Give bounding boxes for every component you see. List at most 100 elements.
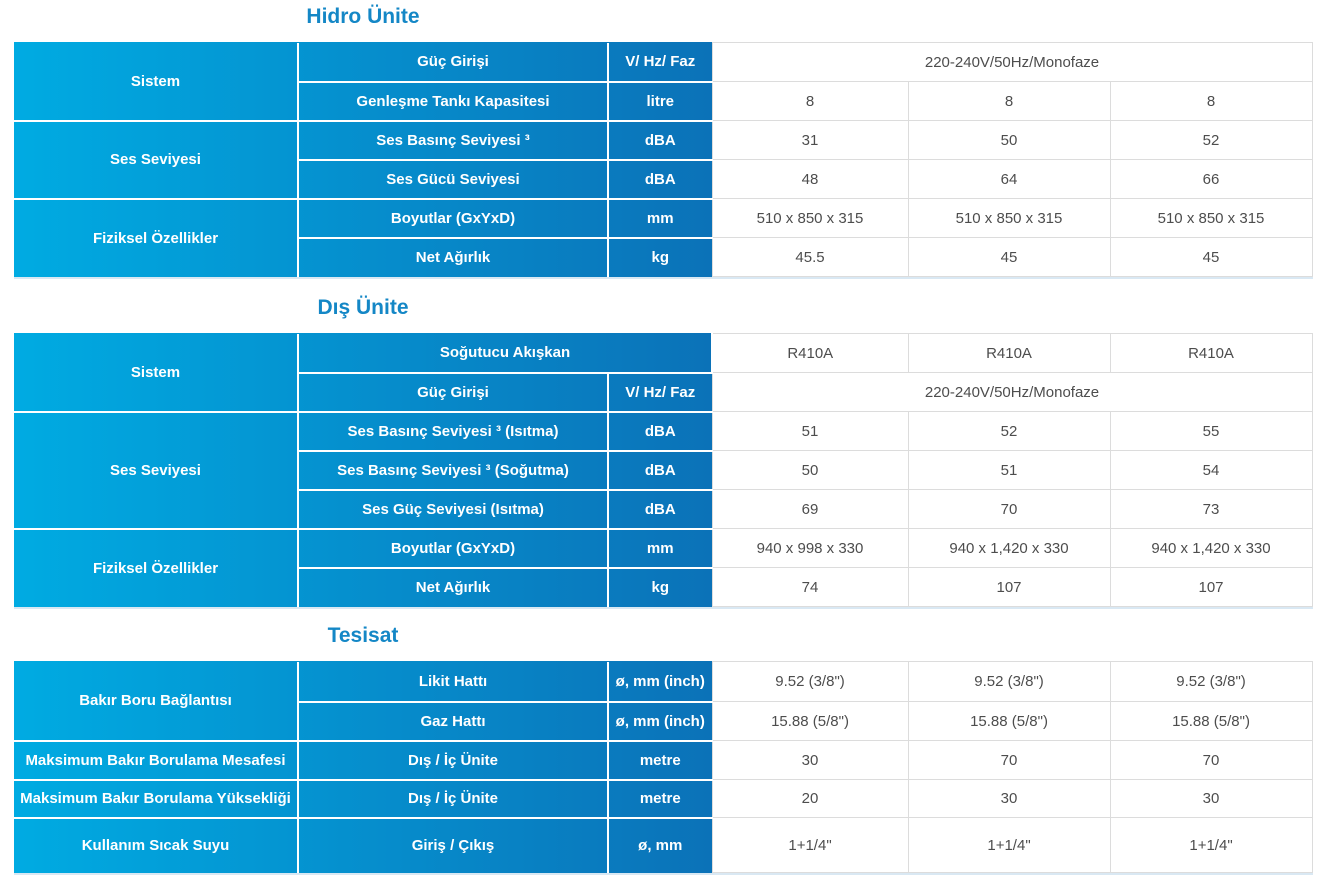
section-title-hidro-unite: Hidro Ünite xyxy=(306,5,420,28)
value-cell: R410A xyxy=(907,333,1111,373)
parameter-cell: Soğutucu Akışkan xyxy=(298,333,713,373)
category-cell: Ses Seviyesi xyxy=(14,119,299,199)
unit-cell: dBA xyxy=(608,158,712,199)
parameter-cell: Gaz Hattı xyxy=(298,700,609,741)
parameter-cell: Ses Basınç Seviyesi ³ (Soğutma) xyxy=(298,449,609,490)
value-cell: 20 xyxy=(711,779,909,818)
parameter-cell: Boyutlar (GxYxD) xyxy=(298,527,609,568)
unit-cell: litre xyxy=(608,80,712,121)
category-cell: Fiziksel Özellikler xyxy=(14,527,299,607)
category-cell: Kullanım Sıcak Suyu xyxy=(14,816,299,873)
value-cell: 15.88 (5/8") xyxy=(1109,701,1313,741)
section-title-tesisat: Tesisat xyxy=(327,624,399,647)
value-cell: 510 x 850 x 315 xyxy=(711,198,909,238)
value-cell: 9.52 (3/8") xyxy=(711,661,909,702)
value-cell: 64 xyxy=(907,159,1111,199)
parameter-cell: Net Ağırlık xyxy=(298,566,609,607)
unit-cell: dBA xyxy=(608,449,712,490)
unit-cell: kg xyxy=(608,236,712,277)
parameter-cell: Genleşme Tankı Kapasitesi xyxy=(298,80,609,121)
parameter-cell: Giriş / Çıkış xyxy=(298,816,609,873)
value-cell: 8 xyxy=(907,81,1111,121)
value-cell: 8 xyxy=(1109,81,1313,121)
value-cell: 74 xyxy=(711,567,909,607)
spec-table-tesisat: Bakır Boru Bağlantısı Likit Hattı ø, mm … xyxy=(14,661,1313,873)
unit-cell: V/ Hz/ Faz xyxy=(608,371,712,412)
parameter-cell: Likit Hattı xyxy=(298,661,609,702)
unit-cell: metre xyxy=(608,739,712,780)
value-cell: 107 xyxy=(907,567,1111,607)
value-cell: 107 xyxy=(1109,567,1313,607)
value-cell: 45 xyxy=(907,237,1111,277)
value-cell: 50 xyxy=(907,120,1111,160)
value-cell: 50 xyxy=(711,450,909,490)
unit-cell: V/ Hz/ Faz xyxy=(625,53,696,70)
value-cell: 940 x 1,420 x 330 xyxy=(907,528,1111,568)
unit-cell: kg xyxy=(608,566,712,607)
value-span-cell: 220-240V/50Hz/Monofaze xyxy=(711,42,1313,82)
value-cell: 1+1/4" xyxy=(907,817,1111,873)
value-cell: R410A xyxy=(1109,333,1313,373)
value-cell: 940 x 1,420 x 330 xyxy=(1109,528,1313,568)
parameter-cell: Ses Gücü Seviyesi xyxy=(298,158,609,199)
value-cell: 52 xyxy=(907,411,1111,451)
unit-cell: dBA xyxy=(608,488,712,529)
category-cell: Fiziksel Özellikler xyxy=(14,197,299,277)
unit-cell: ø, mm (inch) xyxy=(615,672,705,690)
value-cell: 52 xyxy=(1109,120,1313,160)
value-cell: R410A xyxy=(711,333,909,373)
value-cell: 31 xyxy=(711,120,909,160)
parameter-cell: Net Ağırlık xyxy=(298,236,609,277)
value-cell: 70 xyxy=(1109,740,1313,780)
parameter-cell: Boyutlar (GxYxD) xyxy=(298,197,609,238)
value-cell: 510 x 850 x 315 xyxy=(1109,198,1313,238)
value-cell: 66 xyxy=(1109,159,1313,199)
value-cell: 30 xyxy=(711,740,909,780)
value-cell: 15.88 (5/8") xyxy=(907,701,1111,741)
value-cell: 45.5 xyxy=(711,237,909,277)
value-cell: 55 xyxy=(1109,411,1313,451)
parameter-cell: Dış / İç Ünite xyxy=(298,778,609,818)
value-cell: 8 xyxy=(711,81,909,121)
value-cell: 73 xyxy=(1109,489,1313,529)
value-cell: 70 xyxy=(907,489,1111,529)
unit-cell: ø, mm xyxy=(608,816,712,873)
unit-cell: mm xyxy=(608,197,712,238)
value-cell: 30 xyxy=(1109,779,1313,818)
value-cell: 30 xyxy=(907,779,1111,818)
parameter-cell: Dış / İç Ünite xyxy=(298,739,609,780)
value-cell: 1+1/4" xyxy=(711,817,909,873)
value-cell: 940 x 998 x 330 xyxy=(711,528,909,568)
parameter-cell: Ses Güç Seviyesi (Isıtma) xyxy=(298,488,609,529)
unit-cell: dBA xyxy=(608,410,712,451)
value-cell: 1+1/4" xyxy=(1109,817,1313,873)
value-cell: 9.52 (3/8") xyxy=(907,661,1111,702)
value-cell: 48 xyxy=(711,159,909,199)
parameter-cell: Ses Basınç Seviyesi ³ (Isıtma) xyxy=(298,410,609,451)
parameter-cell: Güç Girişi xyxy=(298,42,609,82)
value-cell: 15.88 (5/8") xyxy=(711,701,909,741)
category-cell: Sistem xyxy=(14,42,299,121)
parameter-cell: Güç Girişi xyxy=(298,371,609,412)
category-cell: Ses Seviyesi xyxy=(14,410,299,529)
spec-table-dis-unite: Sistem Soğutucu Akışkan R410A R410A R410… xyxy=(14,333,1313,607)
value-cell: 9.52 (3/8") xyxy=(1109,661,1313,702)
category-cell: Sistem xyxy=(14,333,299,412)
unit-cell: mm xyxy=(608,527,712,568)
category-cell: Maksimum Bakır Borulama Mesafesi xyxy=(14,739,299,780)
section-title-dis-unite: Dış Ünite xyxy=(317,296,409,319)
value-cell: 51 xyxy=(907,450,1111,490)
value-cell: 45 xyxy=(1109,237,1313,277)
value-cell: 54 xyxy=(1109,450,1313,490)
value-span-cell: 220-240V/50Hz/Monofaze xyxy=(711,372,1313,412)
unit-cell: dBA xyxy=(608,119,712,160)
parameter-cell: Ses Basınç Seviyesi ³ xyxy=(298,119,609,160)
category-cell: Bakır Boru Bağlantısı xyxy=(14,661,299,741)
value-cell: 70 xyxy=(907,740,1111,780)
value-cell: 51 xyxy=(711,411,909,451)
value-cell: 510 x 850 x 315 xyxy=(907,198,1111,238)
unit-cell: ø, mm (inch) xyxy=(608,700,712,741)
value-cell: 69 xyxy=(711,489,909,529)
unit-cell: metre xyxy=(608,778,712,818)
category-cell: Maksimum Bakır Borulama Yüksekliği xyxy=(14,778,299,818)
